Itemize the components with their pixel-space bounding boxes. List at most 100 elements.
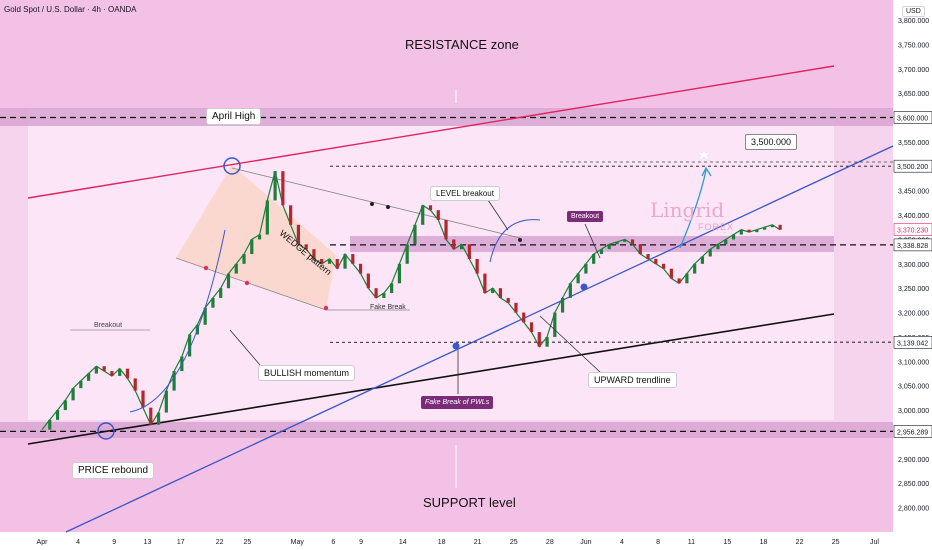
candle: [763, 227, 767, 230]
candle: [584, 263, 588, 274]
fake-break-pwls-tag: Fake Break of PWLs: [421, 396, 494, 409]
channel-zone: [28, 110, 834, 420]
candle: [374, 288, 378, 298]
breakout-dot: [518, 238, 522, 242]
candle: [164, 390, 168, 413]
candle: [669, 268, 673, 279]
momentum-arrow: [129, 229, 226, 413]
price-badge-label: 2,956.289: [897, 429, 928, 436]
candle: [351, 254, 355, 264]
x-tick-label: 25: [510, 539, 518, 546]
candle: [630, 239, 635, 245]
candle: [358, 263, 363, 274]
candle: [273, 171, 277, 201]
price-badge: 3,139.042: [893, 335, 932, 349]
price-badge-label: 3,338.828: [897, 243, 928, 250]
price-axis: [893, 0, 932, 550]
price-badge-bg: [893, 111, 932, 124]
candle: [63, 400, 67, 411]
candle: [537, 332, 541, 347]
candle: [343, 254, 347, 269]
wedge-touch-dot: [203, 265, 209, 271]
candle: [708, 249, 712, 257]
candle: [172, 371, 176, 391]
candle: [234, 263, 238, 274]
bullish-momentum-label: BULLISH momentum: [258, 365, 356, 381]
candle: [397, 263, 402, 284]
price-badge-label: 3,500.200: [897, 164, 928, 171]
y-tick-label: 3,100.000: [898, 359, 929, 366]
candle: [778, 224, 782, 230]
resistance-trendline: [27, 65, 835, 199]
candle: [716, 244, 720, 250]
candle: [335, 258, 339, 269]
x-tick-label: 9: [359, 539, 363, 546]
candle: [188, 334, 192, 357]
target-label: 3,500.000: [745, 134, 798, 150]
candle: [459, 244, 464, 250]
candle: [747, 229, 751, 233]
candle: [71, 388, 75, 401]
candle: [755, 229, 759, 233]
x-tick-label: 14: [399, 539, 407, 546]
momentum-pointer: [229, 329, 261, 366]
candle: [467, 244, 471, 259]
candle: [576, 273, 580, 284]
candle: [638, 244, 642, 255]
candle: [677, 278, 681, 284]
candle: [545, 336, 549, 347]
trendline-touch-dot: [580, 283, 588, 291]
candle: [475, 258, 479, 274]
x-tick-label: 11: [688, 539, 695, 546]
april-high-marker: [223, 157, 241, 175]
candle: [156, 412, 161, 425]
candle: [219, 288, 223, 298]
candle: [55, 410, 60, 420]
candle: [529, 322, 534, 333]
x-tick-label: May: [291, 539, 305, 546]
price-badge-label: 3,600.000: [897, 116, 928, 123]
pwl-dot: [452, 342, 460, 350]
price-badge: 3,338.828: [893, 238, 932, 252]
candle: [390, 283, 394, 294]
support-trendline: [27, 313, 835, 445]
price-badge: 3,500.200: [893, 159, 932, 173]
x-tick-label: 18: [760, 539, 768, 546]
wedge-touch-dot: [323, 305, 329, 311]
candle: [226, 273, 231, 289]
candle: [118, 368, 122, 376]
x-tick-label: 25: [832, 539, 840, 546]
projection-path: [679, 169, 707, 249]
candle: [553, 312, 557, 337]
y-tick-label: 3,400.000: [898, 213, 929, 220]
upward-trendline-label: UPWARD trendline: [588, 372, 677, 388]
candle: [662, 263, 666, 269]
x-tick-label: 28: [546, 539, 554, 546]
candle: [102, 366, 106, 372]
candle: [770, 224, 774, 228]
candle: [304, 244, 308, 250]
currency-label: USD: [902, 6, 925, 17]
band-956: [0, 422, 893, 438]
watermark-label: Lingrid: [650, 198, 725, 222]
candle: [79, 380, 83, 389]
price-badge: 3,600.000: [893, 111, 932, 124]
candle: [327, 258, 332, 264]
candle: [491, 288, 495, 294]
x-tick-label: 25: [243, 539, 251, 546]
y-tick-label: 3,700.000: [898, 67, 929, 74]
x-tick-label: 6: [331, 539, 335, 546]
candle: [444, 219, 448, 240]
candle: [685, 273, 689, 284]
candle: [568, 283, 572, 298]
candle: [522, 312, 526, 323]
time-axis: [0, 532, 893, 550]
candle: [94, 366, 98, 374]
x-tick-label: 17: [177, 539, 185, 546]
candle: [257, 234, 262, 240]
candle: [731, 234, 736, 240]
y-tick-label: 3,250.000: [898, 286, 929, 293]
y-tick-label: 3,050.000: [898, 384, 929, 391]
wedge-touch-dot: [244, 280, 250, 286]
